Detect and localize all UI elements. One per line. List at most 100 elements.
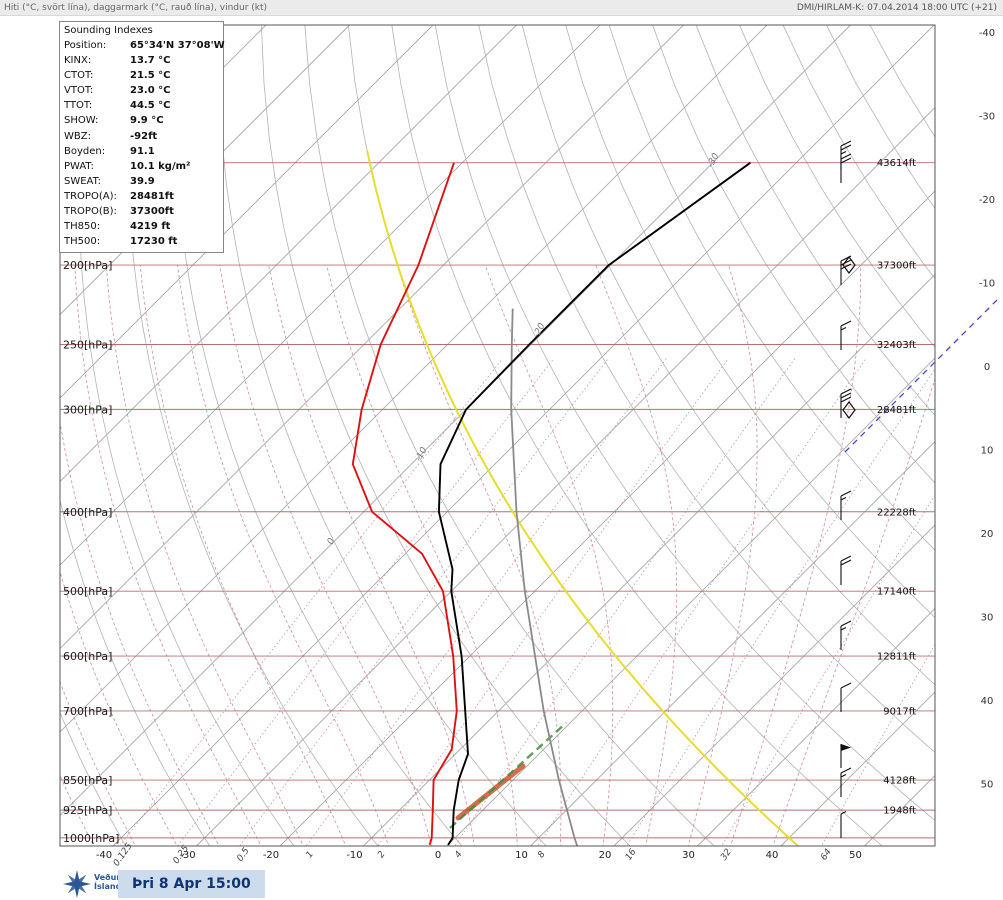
isoline-label: -20	[532, 321, 548, 339]
grid-lines	[60, 25, 935, 846]
index-label: TH850:	[64, 221, 101, 233]
top-info-bar: Hiti (°C, svört lína), daggarmark (°C, r…	[0, 0, 1003, 16]
plot-border	[59, 24, 936, 847]
index-row: Position: 65°34'N 37°08'W	[60, 38, 225, 53]
index-label: VTOT:	[64, 85, 94, 97]
model-run-text: DMI/HIRLAM-K: 07.04.2014 18:00 UTC (+21)	[796, 3, 997, 13]
mixing-ratio-label-8: 8	[536, 849, 548, 860]
temp-tick--30: -30	[179, 850, 195, 861]
index-row: TH500: 17230 ft	[60, 234, 223, 249]
isoline-label: 0	[326, 536, 338, 546]
index-row: WBZ: -92ft	[60, 129, 223, 144]
temp-tick-40: 40	[766, 850, 779, 861]
indexes-rows: Position: 65°34'N 37°08'W KINX: 13.7 °C CTOT…	[60, 38, 225, 249]
index-label: TTOT:	[64, 100, 93, 112]
index-value: -92ft	[130, 130, 158, 142]
right-temp-label--30: -30	[979, 112, 995, 123]
index-row: SWEAT: 39.9	[60, 174, 223, 189]
index-label: Boyden:	[64, 145, 106, 157]
index-value: 65°34'N 37°08'W	[130, 40, 225, 51]
index-row: KINX: 13.7 °C	[60, 53, 223, 68]
temp-tick-50: 50	[849, 850, 862, 861]
height-label-850: 4128ft	[883, 776, 916, 787]
index-value: 21.5 °C	[130, 70, 171, 82]
temp-tick-20: 20	[599, 850, 612, 861]
temp-tick--20: -20	[263, 850, 279, 861]
sounding-indexes-box: Sounding Indexes Position: 65°34'N 37°08'…	[59, 21, 225, 254]
wind-barbs	[840, 140, 856, 838]
height-label-700: 9017ft	[883, 706, 916, 717]
mixing-ratio-label-16: 16	[624, 847, 639, 862]
pressure-label-400: 400[hPa]	[63, 506, 112, 519]
index-label: PWAT:	[64, 160, 94, 172]
temp-tick-10: 10	[515, 850, 528, 861]
index-row: TROPO(B): 37300ft	[60, 204, 223, 219]
index-value: 44.5 °C	[130, 100, 171, 112]
mixing-ratio-label-2: 2	[376, 849, 388, 860]
index-value: 4219 ft	[130, 221, 171, 233]
right-temp-label-10: 10	[981, 446, 994, 457]
height-label-925: 1948ft	[883, 806, 916, 817]
right-temp-label--40: -40	[979, 28, 995, 39]
valid-time-chip: Þri 8 Apr 15:00	[118, 870, 265, 898]
wind-barb-10kt	[840, 682, 852, 712]
wind-barb-20kt	[840, 555, 852, 585]
highlight-green-dashed	[449, 722, 567, 829]
index-value: 9.9 °C	[130, 115, 164, 127]
pressure-label-1000: 1000[hPa]	[63, 832, 119, 845]
height-label-150: 43614ft	[877, 158, 916, 169]
index-row: TROPO(A): 28481ft	[60, 189, 223, 204]
mixing-ratio-label-32: 32	[719, 847, 734, 862]
standard-atmosphere-line	[510, 308, 579, 846]
temp-tick-30: 30	[682, 850, 695, 861]
parcel-adiabat-line	[366, 150, 800, 846]
right-temp-label-30: 30	[981, 613, 994, 624]
index-row: PWAT: 10.1 kg/m²	[60, 159, 223, 174]
right-temp-label-50: 50	[981, 780, 994, 791]
height-label-250: 32403ft	[877, 340, 916, 351]
wind-barb-25kt	[840, 140, 852, 170]
pressure-label-925: 925[hPa]	[63, 804, 112, 817]
pressure-label-700: 700[hPa]	[63, 705, 112, 718]
footer-bar: Veðurstofa Íslands Þri 8 Apr 15:00	[0, 868, 1003, 900]
mixing-ratio-label-64: 64	[819, 847, 834, 862]
index-label: TH500:	[64, 236, 101, 248]
right-temp-label--20: -20	[979, 195, 995, 206]
indexes-title: Sounding Indexes	[64, 25, 153, 36]
pressure-label-300: 300[hPa]	[63, 403, 112, 416]
index-label: SWEAT:	[64, 175, 101, 187]
index-row: SHOW: 9.9 °C	[60, 113, 223, 128]
right-temp-label-40: 40	[981, 696, 994, 707]
pressure-label-250: 250[hPa]	[63, 338, 112, 351]
temp-tick--40: -40	[96, 850, 112, 861]
wind-barb-15kt	[840, 490, 852, 520]
index-value: 39.9	[130, 175, 155, 187]
isoline-label: -30	[706, 151, 722, 169]
index-label: CTOT:	[64, 70, 94, 82]
wind-barb-30kt	[840, 388, 852, 418]
mixing-ratio-label-0.125: 0.125	[112, 841, 135, 868]
wind-barb-15kt	[840, 767, 852, 797]
index-row: TTOT: 44.5 °C	[60, 98, 223, 113]
mixing-ratio-label-0.5: 0.5	[235, 846, 252, 864]
temp-tick--10: -10	[346, 850, 362, 861]
right-temp-label-0: 0	[984, 362, 990, 373]
tropopause-marker	[842, 401, 856, 419]
index-value: 91.1	[130, 145, 155, 157]
height-label-400: 22228ft	[877, 507, 916, 518]
index-value: 13.7 °C	[130, 55, 171, 67]
legend-text: Hiti (°C, svört lína), daggarmark (°C, r…	[4, 3, 268, 13]
index-row: Boyden: 91.1	[60, 144, 223, 159]
pressure-label-500: 500[hPa]	[63, 585, 112, 598]
index-value: 17230 ft	[130, 236, 178, 248]
temperature-line	[437, 161, 751, 846]
axis-labels: 200[hPa] 250[hPa] 300[hPa] 400[hPa] 500[hPa]…	[63, 28, 995, 868]
index-value: 28481ft	[130, 190, 174, 202]
pressure-label-600: 600[hPa]	[63, 650, 112, 663]
dewpoint-line	[351, 162, 458, 846]
blue-dashed-reference-line	[844, 296, 1001, 453]
temp-tick-0: 0	[435, 850, 441, 861]
index-label: Position:	[64, 40, 107, 51]
height-label-500: 17140ft	[877, 587, 916, 598]
